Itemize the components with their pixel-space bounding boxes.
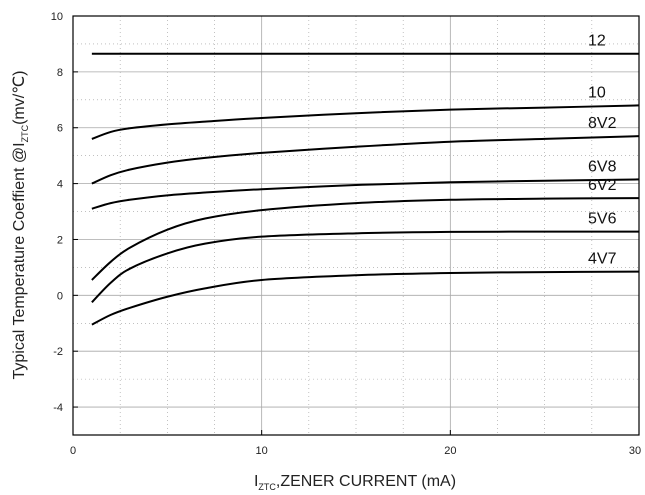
y-tick-label: 8 (57, 67, 63, 79)
y-tick-label: 0 (57, 290, 63, 302)
y-tick-label: 4 (57, 179, 63, 191)
curve-label-5v6: 5V6 (588, 211, 617, 228)
series-line-8v2 (91, 135, 640, 185)
tick-labels: 0 10 20 30 -4 -2 0 2 4 6 8 10 (51, 11, 641, 457)
x-tick-label: 30 (629, 445, 641, 457)
curve-labels: 12 10 8V2 6V8 6V2 5V6 4V7 (588, 33, 617, 268)
series-line-4v7 (91, 270, 640, 326)
y-tick-label: 6 (57, 123, 63, 135)
curve-label-8v2: 8V2 (588, 115, 617, 132)
x-tick-label: 0 (70, 445, 76, 457)
major-grid (73, 16, 639, 435)
x-tick-label: 10 (256, 445, 268, 457)
curve-label-6v8: 6V8 (588, 158, 617, 175)
series-layer (91, 52, 640, 326)
series-line-5v6 (91, 230, 640, 304)
y-tick-label: -2 (53, 346, 63, 358)
plot-frame (72, 15, 640, 436)
series-line-10 (91, 104, 640, 140)
y-tick-label: 2 (57, 234, 63, 246)
axis-ticks (72, 15, 640, 435)
curve-label-4v7: 4V7 (588, 251, 617, 268)
y-tick-label: 10 (51, 11, 63, 23)
curve-label-6v2: 6V2 (588, 177, 617, 194)
curve-label-10: 10 (588, 84, 606, 101)
y-tick-label: -4 (53, 402, 63, 414)
curve-label-12: 12 (588, 33, 606, 50)
x-axis-label: IZTC,ZENER CURRENT (mA) (254, 473, 456, 492)
series-line-6v8 (91, 178, 640, 210)
series-line-6v2 (91, 197, 640, 281)
y-axis-label: Typical Temperature Coeffient @IZTC(mv/℃… (11, 70, 30, 379)
x-tick-label: 20 (444, 445, 456, 457)
